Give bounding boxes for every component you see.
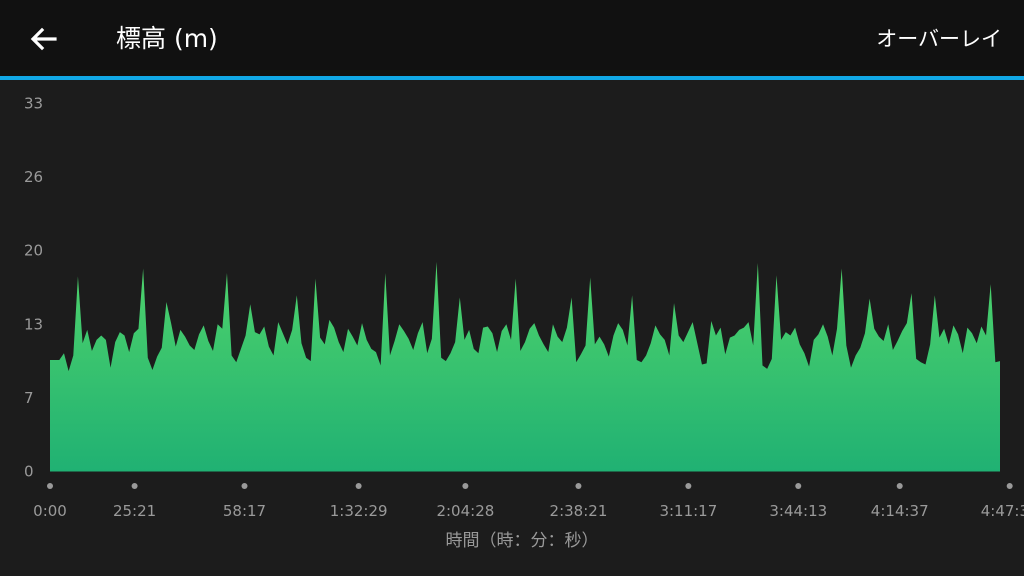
y-tick-label: 7 — [24, 389, 34, 407]
chart-container[interactable]: 0 7 13 20 26 33 0:00 25:21 58:17 1:32:29 2:04:28 2… — [0, 80, 1024, 576]
y-tick-label: 33 — [24, 95, 43, 113]
y-axis: 0 7 13 20 26 33 — [24, 95, 43, 481]
x-tick-dot — [575, 483, 582, 489]
x-tick-dot — [47, 483, 53, 489]
overlay-button[interactable]: オーバーレイ — [876, 27, 1002, 51]
x-axis: 0:00 25:21 58:17 1:32:29 2:04:28 2:38:21 3:11:… — [33, 483, 1024, 520]
y-tick-label: 20 — [24, 242, 43, 260]
x-tick-dot — [462, 483, 469, 489]
page-title: 標高 (m) — [116, 24, 218, 53]
back-button[interactable] — [18, 18, 70, 60]
elevation-area-chart[interactable]: 0 7 13 20 26 33 0:00 25:21 58:17 1:32:29 2:04:28 2… — [0, 80, 1024, 576]
arrow-left-icon — [30, 27, 57, 51]
x-tick-dot — [1006, 483, 1013, 489]
x-tick-label: 2:38:21 — [550, 502, 608, 520]
app-bar: 標高 (m) オーバーレイ — [0, 0, 1024, 76]
x-tick-label: 1:32:29 — [330, 502, 388, 520]
x-tick-dot — [685, 483, 692, 489]
elevation-area — [50, 261, 1000, 472]
x-tick-label: 4:14:37 — [871, 502, 929, 520]
x-tick-dot — [355, 483, 362, 489]
x-tick-label: 0:00 — [33, 502, 67, 520]
x-tick-label: 58:17 — [223, 502, 266, 520]
x-axis-label: 時間（時：分：秒） — [446, 531, 599, 551]
y-tick-label: 13 — [24, 315, 43, 333]
x-tick-label: 3:11:17 — [659, 502, 717, 520]
y-tick-label: 0 — [24, 463, 34, 481]
header-accent-bar — [0, 76, 1024, 80]
y-tick-label: 26 — [24, 168, 43, 186]
x-tick-label: 4:47:34 — [981, 502, 1024, 520]
x-tick-dot — [896, 483, 903, 489]
x-tick-label: 25:21 — [113, 502, 156, 520]
x-tick-label: 3:44:13 — [769, 502, 827, 520]
x-tick-dot — [795, 483, 802, 489]
x-tick-label: 2:04:28 — [436, 502, 494, 520]
x-tick-dot — [131, 483, 138, 489]
x-tick-dot — [241, 483, 248, 489]
